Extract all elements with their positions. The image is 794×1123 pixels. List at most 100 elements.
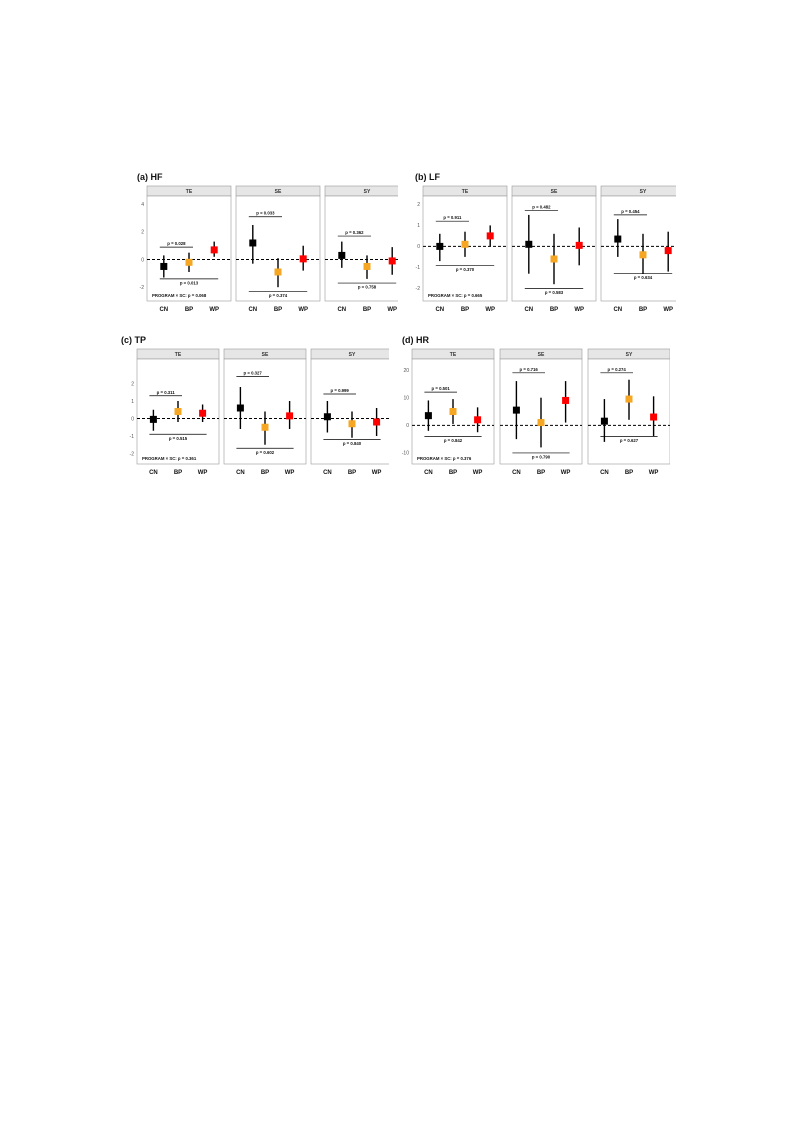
interaction-note: PROGRAM × SC: p = 0.665 <box>428 293 483 298</box>
x-tick-label: CN <box>248 307 257 313</box>
y-tick-label: 4 <box>141 202 144 208</box>
p-value-label: p = 0.501 <box>432 386 451 391</box>
x-tick-label: BP <box>537 470 545 476</box>
x-tick-label: WP <box>473 470 483 476</box>
point-cn <box>436 242 444 250</box>
point-bp <box>449 408 457 415</box>
x-tick-label: WP <box>649 470 659 476</box>
point-wp <box>388 257 396 265</box>
x-tick-label: WP <box>372 470 382 476</box>
point-bp <box>363 262 371 270</box>
x-tick-label: CN <box>512 470 521 476</box>
chart-title: (a) HF <box>137 172 163 182</box>
x-tick-label: WP <box>387 307 397 313</box>
y-tick-label: 2 <box>131 381 134 387</box>
facet-sy: SY p = 0.362 p = 0.758 CN BP WP <box>324 185 410 313</box>
p-value-label: p = 0.790 <box>532 454 551 459</box>
p-value-label: p = 0.370 <box>456 267 475 272</box>
p-value-label: p = 0.911 <box>443 215 462 220</box>
point-bp <box>261 423 269 431</box>
x-tick-label: BP <box>449 470 457 476</box>
p-value-label: p = 0.583 <box>545 290 564 295</box>
chart-title: (d) HR <box>402 335 429 345</box>
point-cn <box>338 251 346 259</box>
point-bp <box>174 408 182 415</box>
chart-hf-svg: (a) HF -2 0 2 4 TE p = 0.028 p = 0.013 CN BP WP PRO… <box>137 172 410 313</box>
x-tick-label: WP <box>298 307 308 313</box>
interaction-note: PROGRAM × SC: p = 0.361 <box>142 456 197 461</box>
facet-te: TE p = 0.501 p = 0.842 CN BP WP PROGRAM × SC: … <box>411 348 495 476</box>
p-value-label: p = 0.627 <box>620 438 639 443</box>
p-value-label: p = 0.634 <box>634 275 653 280</box>
y-tick-label: -2 <box>416 286 421 292</box>
facet-strip <box>324 185 410 197</box>
y-tick-label: 2 <box>417 202 420 208</box>
facet-sy: SY p = 0.454 p = 0.634 CN BP WP <box>600 185 686 313</box>
facet-se: SE p = 0.482 p = 0.583 CN BP WP <box>511 185 597 313</box>
chart-hr: (d) HR -10 0 10 20 TE p = 0.501 p = 0.842 CN BP WP… <box>398 331 671 491</box>
x-tick-label: BP <box>639 307 647 313</box>
point-cn <box>614 235 622 243</box>
p-value-label: p = 0.840 <box>343 441 362 446</box>
x-tick-label: CN <box>524 307 533 313</box>
p-value-label: p = 0.602 <box>256 450 275 455</box>
chart-title: (c) TP <box>121 335 146 345</box>
point-bp <box>625 395 633 403</box>
facet-label: SE <box>551 189 558 195</box>
point-cn <box>160 262 168 270</box>
point-cn <box>424 412 432 420</box>
facet-sy: SY p = 0.274 p = 0.627 CN BP WP <box>587 348 671 476</box>
point-wp <box>474 416 482 424</box>
y-tick-label: 0 <box>131 416 134 422</box>
point-wp <box>299 255 307 263</box>
chart-lf: (b) LF -2 -1 0 1 2 TE p = 0.911 p = 0.370 CN BP WP P… <box>411 168 686 328</box>
facet-panel <box>324 195 410 302</box>
y-tick-label: 20 <box>403 368 409 374</box>
facet-panel <box>310 358 394 465</box>
x-tick-label: BP <box>348 470 356 476</box>
facet-strip <box>600 185 686 197</box>
facet-label: SY <box>364 189 371 195</box>
p-value-label: p = 0.454 <box>621 209 640 214</box>
facet-te: TE p = 0.911 p = 0.370 CN BP WP PROGRAM × SC: … <box>422 185 508 313</box>
x-tick-label: CN <box>435 307 444 313</box>
point-wp <box>562 396 570 404</box>
y-tick-label: 1 <box>417 223 420 229</box>
point-cn <box>525 240 533 248</box>
facet-te: TE p = 0.028 p = 0.013 CN BP WP PROGRAM × SC: … <box>146 185 232 313</box>
point-wp <box>575 241 583 249</box>
p-value-label: p = 0.515 <box>169 436 188 441</box>
chart-tp: (c) TP -2 -1 0 1 2 TE p = 0.311 p = 0.515 CN BP WP P… <box>117 331 394 491</box>
point-bp <box>348 420 356 428</box>
p-value-label: p = 0.013 <box>180 280 199 285</box>
y-tick-label: -10 <box>402 451 409 457</box>
interaction-note: PROGRAM × SC: p = 0.376 <box>417 456 472 461</box>
point-wp <box>210 246 218 254</box>
y-tick-label: 0 <box>417 244 420 250</box>
point-bp <box>639 251 647 259</box>
p-value-label: p = 0.311 <box>157 390 176 395</box>
facet-label: TE <box>462 189 469 195</box>
x-tick-label: BP <box>625 470 633 476</box>
chart-hf: (a) HF -2 0 2 4 TE p = 0.028 p = 0.013 CN BP WP PRO… <box>133 168 410 328</box>
facet-se: SE p = 0.033 p = 0.374 CN BP WP <box>235 185 321 313</box>
chart-title: (b) LF <box>415 172 440 182</box>
point-bp <box>461 240 469 248</box>
point-cn <box>600 417 608 425</box>
point-wp <box>486 232 494 240</box>
x-tick-label: CN <box>337 307 346 313</box>
x-tick-label: BP <box>363 307 371 313</box>
facet-label: SY <box>349 352 356 358</box>
x-tick-label: WP <box>198 470 208 476</box>
facet-te: TE p = 0.311 p = 0.515 CN BP WP PROGRAM × SC: … <box>136 348 220 476</box>
p-value-label: p = 0.274 <box>608 367 627 372</box>
facet-label: TE <box>450 352 457 358</box>
x-tick-label: BP <box>185 307 193 313</box>
x-tick-label: BP <box>274 307 282 313</box>
facet-label: SY <box>640 189 647 195</box>
point-wp <box>373 418 381 426</box>
y-tick-label: 0 <box>141 257 144 263</box>
y-tick-label: -2 <box>130 451 135 457</box>
point-wp <box>199 409 207 417</box>
point-wp <box>664 247 672 255</box>
